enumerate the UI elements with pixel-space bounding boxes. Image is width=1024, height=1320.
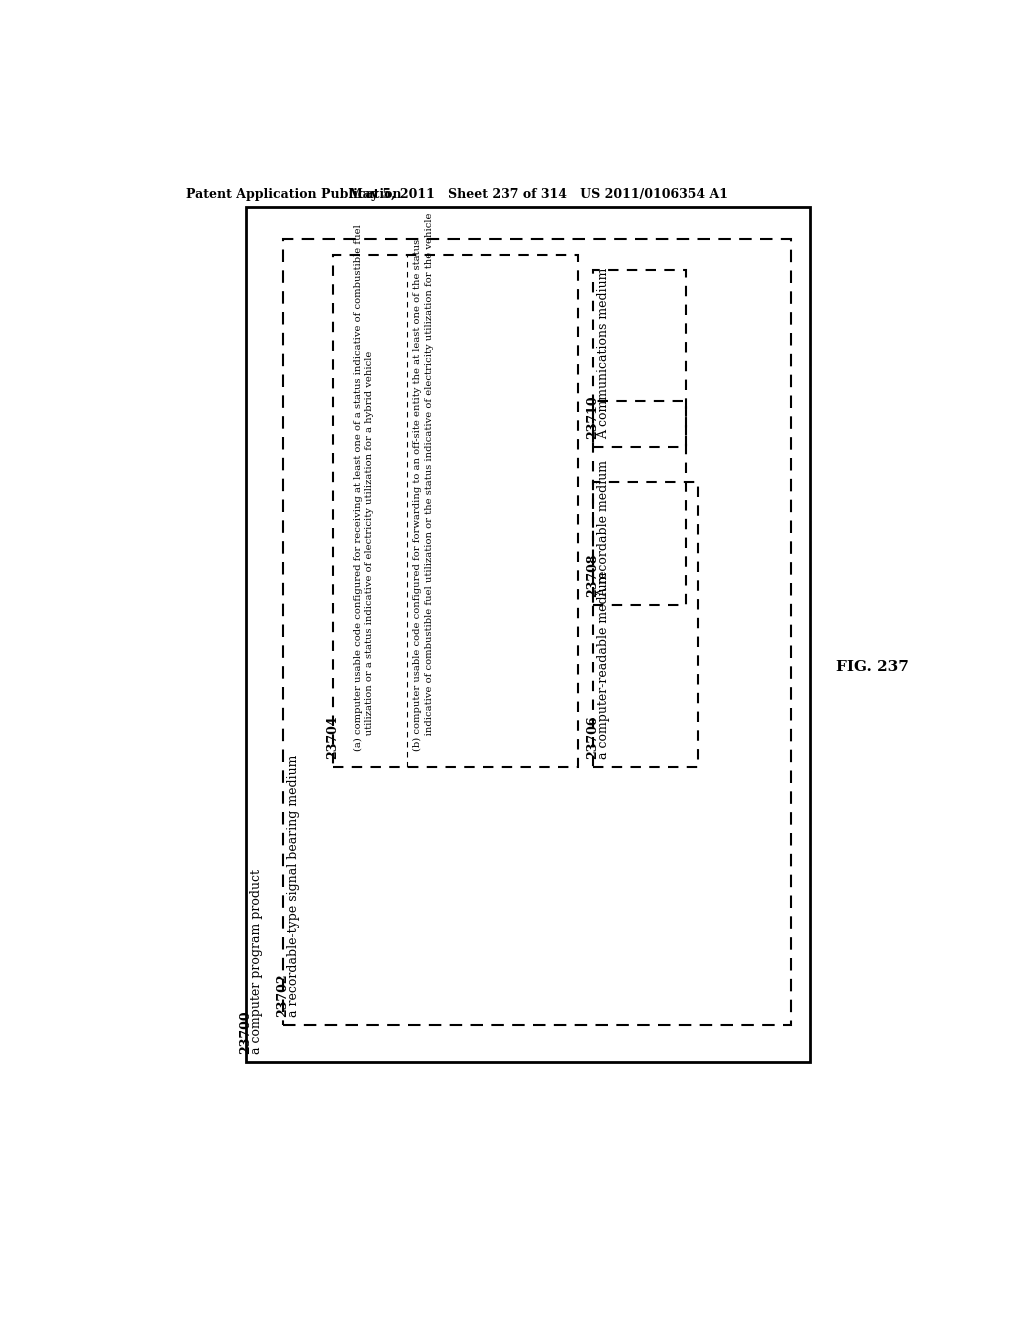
Text: indicative of combustible fuel utilization or the status indicative of electrici: indicative of combustible fuel utilizati… <box>425 213 434 751</box>
Text: 23702: 23702 <box>276 973 289 1016</box>
Bar <box>593 271 686 447</box>
Text: 23708: 23708 <box>586 554 599 598</box>
Text: 23700: 23700 <box>239 1010 252 1053</box>
Text: 23710: 23710 <box>586 396 599 440</box>
Text: (b) computer usable code configured for forwarding to an off-site entity the at : (b) computer usable code configured for … <box>414 239 423 751</box>
Text: FIG. 237: FIG. 237 <box>836 660 908 673</box>
Bar <box>246 207 810 1061</box>
Text: utilization or a status indicative of electricity utilization for a hybrid vehic: utilization or a status indicative of el… <box>365 351 374 751</box>
Bar <box>593 482 697 767</box>
Bar <box>283 239 791 1024</box>
Text: Patent Application Publication: Patent Application Publication <box>186 187 401 201</box>
Text: A communications medium: A communications medium <box>597 268 610 440</box>
Bar <box>334 255 578 767</box>
Text: 23704: 23704 <box>327 715 340 759</box>
Text: a computer-readable medium: a computer-readable medium <box>597 572 610 759</box>
Text: 23706: 23706 <box>586 715 599 759</box>
Text: A recordable medium: A recordable medium <box>597 461 610 598</box>
Text: a computer program product: a computer program product <box>250 869 263 1053</box>
Text: May 5, 2011   Sheet 237 of 314   US 2011/0106354 A1: May 5, 2011 Sheet 237 of 314 US 2011/010… <box>349 187 728 201</box>
Bar <box>593 401 686 605</box>
Text: a recordable-type signal bearing medium: a recordable-type signal bearing medium <box>287 755 300 1016</box>
Text: (a) computer usable code configured for receiving at least one of a status indic: (a) computer usable code configured for … <box>353 224 362 751</box>
